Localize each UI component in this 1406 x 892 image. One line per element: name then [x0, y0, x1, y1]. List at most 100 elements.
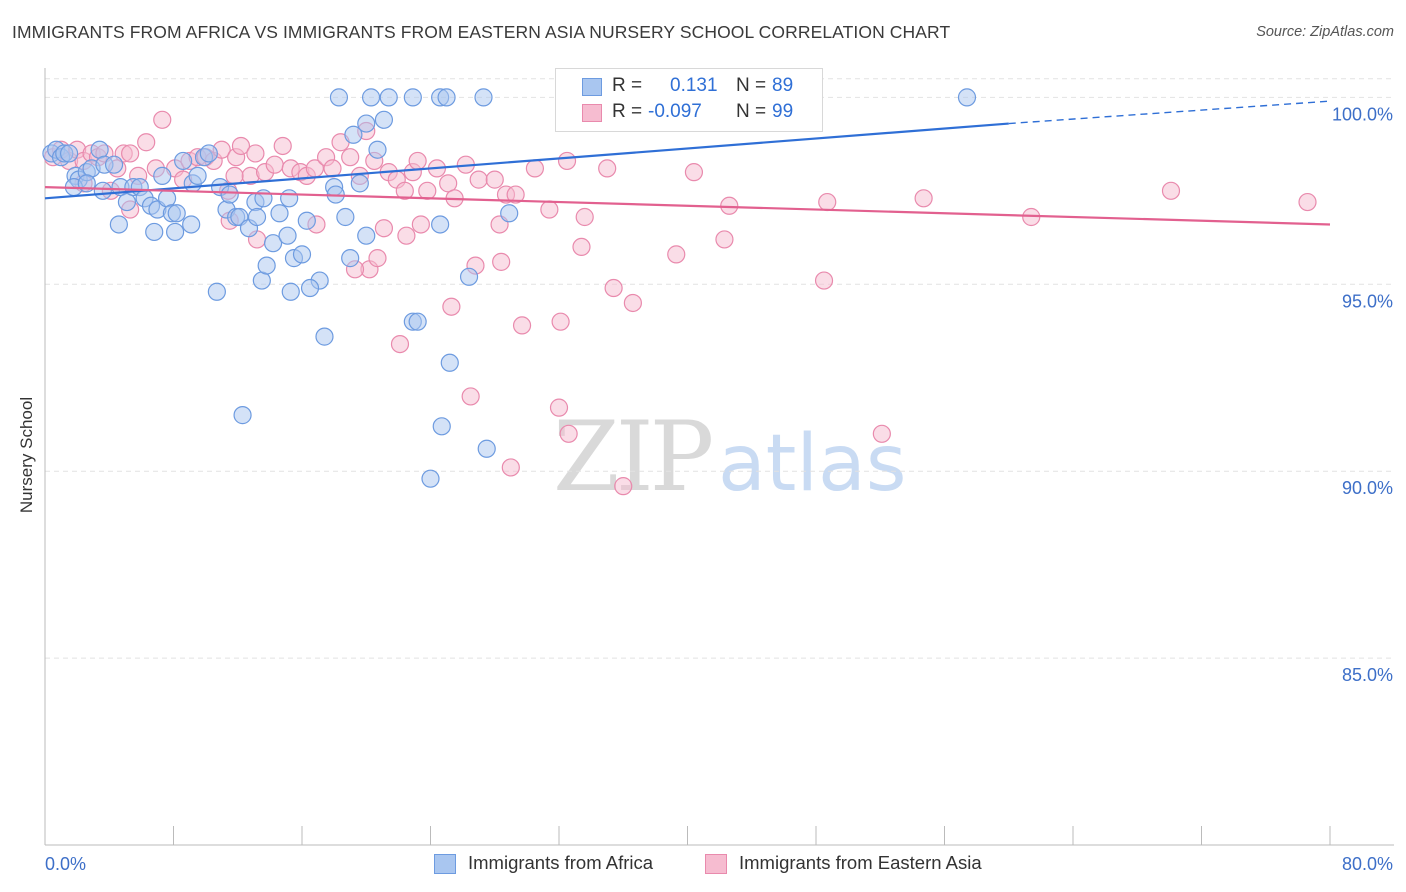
eastern-asia-point [408, 151, 427, 171]
eastern-asia-point [153, 110, 172, 129]
africa-point [459, 267, 479, 286]
africa-point [281, 282, 300, 301]
africa-legend-swatch [434, 854, 456, 874]
africa-point [188, 166, 207, 185]
africa-point [263, 234, 283, 253]
africa-point [59, 144, 79, 163]
legend-r-value: 0.131 [670, 75, 718, 96]
africa-point [166, 222, 185, 242]
watermark: ZIP atlas [553, 401, 907, 513]
eastern-asia-point [557, 151, 577, 171]
africa-point [440, 353, 459, 372]
africa-point [500, 204, 519, 223]
y-tick-label: 100.0% [1332, 104, 1393, 124]
x-tick-label: 0.0% [45, 854, 86, 874]
eastern-asia-point [469, 170, 488, 189]
eastern-asia-point [461, 387, 480, 406]
eastern-asia-point [411, 215, 430, 234]
africa-point [297, 211, 316, 230]
eastern-asia-legend-label: Immigrants from Eastern Asia [739, 852, 982, 873]
africa-point [361, 88, 381, 107]
africa-point [104, 155, 124, 174]
eastern-asia-point [506, 185, 525, 204]
eastern-asia-point [323, 159, 342, 178]
legend-n-value: 89 [772, 75, 794, 96]
africa-point [207, 282, 226, 301]
eastern-asia-point [512, 316, 532, 335]
africa-legend-label: Immigrants from Africa [468, 852, 654, 873]
africa-point [280, 189, 299, 208]
watermark-zip: ZIP [553, 401, 712, 513]
eastern-asia-point [614, 477, 633, 496]
africa-point [329, 88, 349, 107]
y-tick-label: 90.0% [1342, 478, 1393, 498]
africa-trend-line [44, 122, 1009, 200]
eastern-asia-point [341, 148, 360, 167]
eastern-asia-point [121, 144, 140, 163]
eastern-asia-point [540, 200, 559, 219]
africa-trend-extension [1008, 100, 1331, 125]
eastern-asia-point [715, 230, 734, 249]
africa-point [278, 226, 297, 245]
legend-n-value: 99 [772, 101, 794, 122]
africa-point [350, 174, 369, 193]
eastern-asia-point [485, 170, 504, 189]
legend-r-label: R = [612, 75, 643, 96]
africa-point [432, 417, 451, 436]
eastern-asia-point [667, 245, 686, 264]
africa-point [477, 439, 496, 458]
y-tick-label: 85.0% [1342, 665, 1393, 685]
eastern-asia-point [501, 458, 520, 477]
eastern-asia-point [390, 334, 410, 354]
eastern-asia-point [872, 424, 891, 443]
africa-point [167, 204, 186, 223]
africa-point [199, 144, 218, 163]
africa-point [315, 327, 334, 346]
x-tick-label: 80.0% [1342, 854, 1393, 874]
eastern-asia-legend-swatch [705, 854, 727, 874]
chart-title: IMMIGRANTS FROM AFRICA VS IMMIGRANTS FRO… [12, 22, 951, 42]
eastern-asia-point [1161, 181, 1181, 200]
africa-point [270, 204, 289, 223]
eastern-asia-point [374, 219, 394, 238]
eastern-asia-point [246, 144, 265, 163]
eastern-asia-point [818, 192, 837, 212]
africa-point [431, 215, 450, 234]
y-tick-label: 95.0% [1342, 291, 1393, 311]
africa-point [374, 110, 394, 129]
eastern-asia-point [572, 237, 591, 257]
africa-point [247, 207, 267, 227]
legend-r-value: -0.097 [648, 101, 702, 122]
africa-point [336, 207, 355, 227]
source-label: Source: ZipAtlas.com [1256, 24, 1394, 40]
eastern-asia-point [137, 133, 156, 152]
legend-r-label: R = [612, 101, 643, 122]
eastern-asia-point [914, 189, 933, 208]
eastern-asia-point [397, 226, 416, 245]
eastern-asia-point [549, 398, 569, 417]
africa-point [474, 88, 493, 107]
africa-point [344, 125, 363, 144]
africa-point [117, 192, 137, 212]
africa-point [957, 88, 977, 107]
eastern-asia-point [418, 181, 437, 200]
africa-point [109, 215, 128, 234]
eastern-asia-point [604, 278, 623, 298]
africa-point [408, 312, 427, 331]
africa-point [220, 185, 239, 204]
eastern-asia-point [525, 159, 545, 178]
eastern-asia-point [684, 163, 704, 182]
africa-point [292, 245, 312, 264]
africa-point [145, 222, 164, 242]
africa-point [182, 215, 201, 234]
eastern-asia-point [442, 297, 461, 316]
africa-point [421, 469, 440, 488]
eastern-asia-point [551, 312, 570, 331]
eastern-asia-trend-line [44, 185, 1331, 226]
africa-point [341, 249, 360, 268]
africa-point [174, 151, 193, 171]
grid-lines [45, 78, 1394, 659]
legend-n-label: N = [736, 101, 767, 122]
eastern-asia-point [814, 271, 834, 290]
